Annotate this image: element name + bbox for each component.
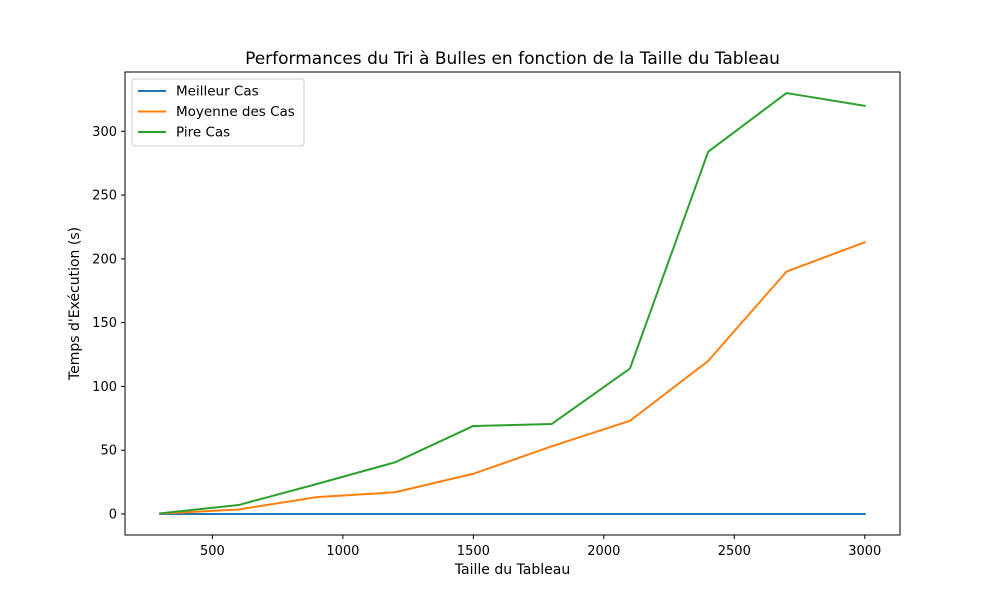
legend-label-meilleur-cas: Meilleur Cas	[176, 84, 259, 100]
legend: Meilleur Cas Moyenne des Cas Pire Cas	[131, 78, 305, 147]
chart-title: Performances du Tri à Bulles en fonction…	[245, 49, 780, 69]
x-tick-label: 500	[200, 544, 225, 559]
series-line-pire-cas	[159, 92, 866, 515]
plot-frame	[124, 71, 901, 536]
series-line-moyenne-des-cas	[159, 240, 867, 515]
x-axis: 500 1000 1500 2000 2500 3000	[200, 535, 881, 559]
legend-label-pire-cas: Pire Cas	[176, 125, 230, 141]
y-tick-label: 100	[92, 380, 117, 395]
y-tick-label: 250	[92, 189, 117, 204]
y-tick-label: 0	[109, 507, 117, 522]
x-tick-label: 1500	[457, 544, 490, 559]
plot-lines	[159, 92, 867, 515]
y-tick-label: 50	[100, 444, 117, 459]
y-axis-label: Temps d'Exécution (s)	[67, 227, 83, 381]
legend-box	[131, 78, 305, 147]
y-axis: 0 50 100 150 200 250 300	[92, 125, 125, 522]
y-tick-label: 300	[92, 125, 117, 140]
y-tick-label: 200	[92, 252, 117, 267]
x-axis-label: Taille du Tableau	[454, 562, 570, 578]
x-tick-label: 2500	[718, 544, 751, 559]
legend-label-moyenne-des-cas: Moyenne des Cas	[176, 104, 295, 120]
y-tick-label: 150	[92, 316, 117, 331]
x-tick-label: 1000	[326, 544, 359, 559]
x-tick-label: 3000	[848, 544, 881, 559]
x-tick-label: 2000	[587, 544, 620, 559]
